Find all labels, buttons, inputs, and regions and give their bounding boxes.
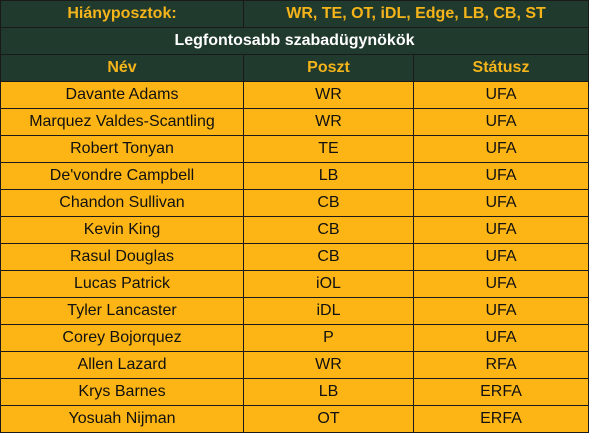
player-position-cell: WR (243, 108, 414, 136)
table-row: Kevin King CB UFA (0, 216, 589, 244)
player-position-cell: P (243, 324, 414, 352)
column-header-name: Név (0, 54, 244, 82)
table-row: Allen Lazard WR RFA (0, 351, 589, 379)
player-position-cell: WR (243, 351, 414, 379)
column-header-row: Név Poszt Státusz (0, 54, 589, 82)
player-name-cell: Lucas Patrick (0, 270, 244, 298)
table-row: Marquez Valdes-Scantling WR UFA (0, 108, 589, 136)
player-name-cell: Krys Barnes (0, 378, 244, 406)
player-name-cell: Tyler Lancaster (0, 297, 244, 325)
player-position-cell: CB (243, 243, 414, 271)
player-status-cell: UFA (413, 135, 589, 163)
table-row: Rasul Douglas CB UFA (0, 243, 589, 271)
column-header-position: Poszt (243, 54, 414, 82)
table-row: Robert Tonyan TE UFA (0, 135, 589, 163)
player-name-cell: De'vondre Campbell (0, 162, 244, 190)
table-row: Lucas Patrick iOL UFA (0, 270, 589, 298)
player-status-cell: UFA (413, 297, 589, 325)
player-status-cell: UFA (413, 81, 589, 109)
player-name-cell: Rasul Douglas (0, 243, 244, 271)
player-name-cell: Robert Tonyan (0, 135, 244, 163)
player-position-cell: iOL (243, 270, 414, 298)
player-status-cell: UFA (413, 324, 589, 352)
table-row: De'vondre Campbell LB UFA (0, 162, 589, 190)
player-position-cell: WR (243, 81, 414, 109)
table-row: Chandon Sullivan CB UFA (0, 189, 589, 217)
column-header-status: Státusz (413, 54, 589, 82)
player-position-cell: LB (243, 162, 414, 190)
table-row: Davante Adams WR UFA (0, 81, 589, 109)
section-title: Legfontosabb szabadügynökök (0, 27, 589, 55)
player-status-cell: UFA (413, 162, 589, 190)
player-name-cell: Chandon Sullivan (0, 189, 244, 217)
needs-label: Hiányposztok: (0, 0, 244, 28)
player-status-cell: UFA (413, 243, 589, 271)
table-row: Corey Bojorquez P UFA (0, 324, 589, 352)
player-position-cell: LB (243, 378, 414, 406)
player-status-cell: UFA (413, 270, 589, 298)
table-row: Krys Barnes LB ERFA (0, 378, 589, 406)
player-position-cell: CB (243, 189, 414, 217)
needs-value: WR, TE, OT, iDL, Edge, LB, CB, ST (243, 0, 589, 28)
player-position-cell: TE (243, 135, 414, 163)
section-title-row: Legfontosabb szabadügynökök (0, 27, 589, 55)
table-row: Tyler Lancaster iDL UFA (0, 297, 589, 325)
table-row: Yosuah Nijman OT ERFA (0, 405, 589, 433)
player-name-cell: Marquez Valdes-Scantling (0, 108, 244, 136)
player-name-cell: Corey Bojorquez (0, 324, 244, 352)
player-position-cell: CB (243, 216, 414, 244)
player-name-cell: Allen Lazard (0, 351, 244, 379)
player-position-cell: OT (243, 405, 414, 433)
player-status-cell: UFA (413, 108, 589, 136)
player-name-cell: Davante Adams (0, 81, 244, 109)
player-status-cell: RFA (413, 351, 589, 379)
needs-row: Hiányposztok: WR, TE, OT, iDL, Edge, LB,… (0, 0, 589, 28)
player-status-cell: ERFA (413, 378, 589, 406)
player-name-cell: Kevin King (0, 216, 244, 244)
player-status-cell: UFA (413, 216, 589, 244)
player-status-cell: UFA (413, 189, 589, 217)
player-position-cell: iDL (243, 297, 414, 325)
player-name-cell: Yosuah Nijman (0, 405, 244, 433)
player-status-cell: ERFA (413, 405, 589, 433)
